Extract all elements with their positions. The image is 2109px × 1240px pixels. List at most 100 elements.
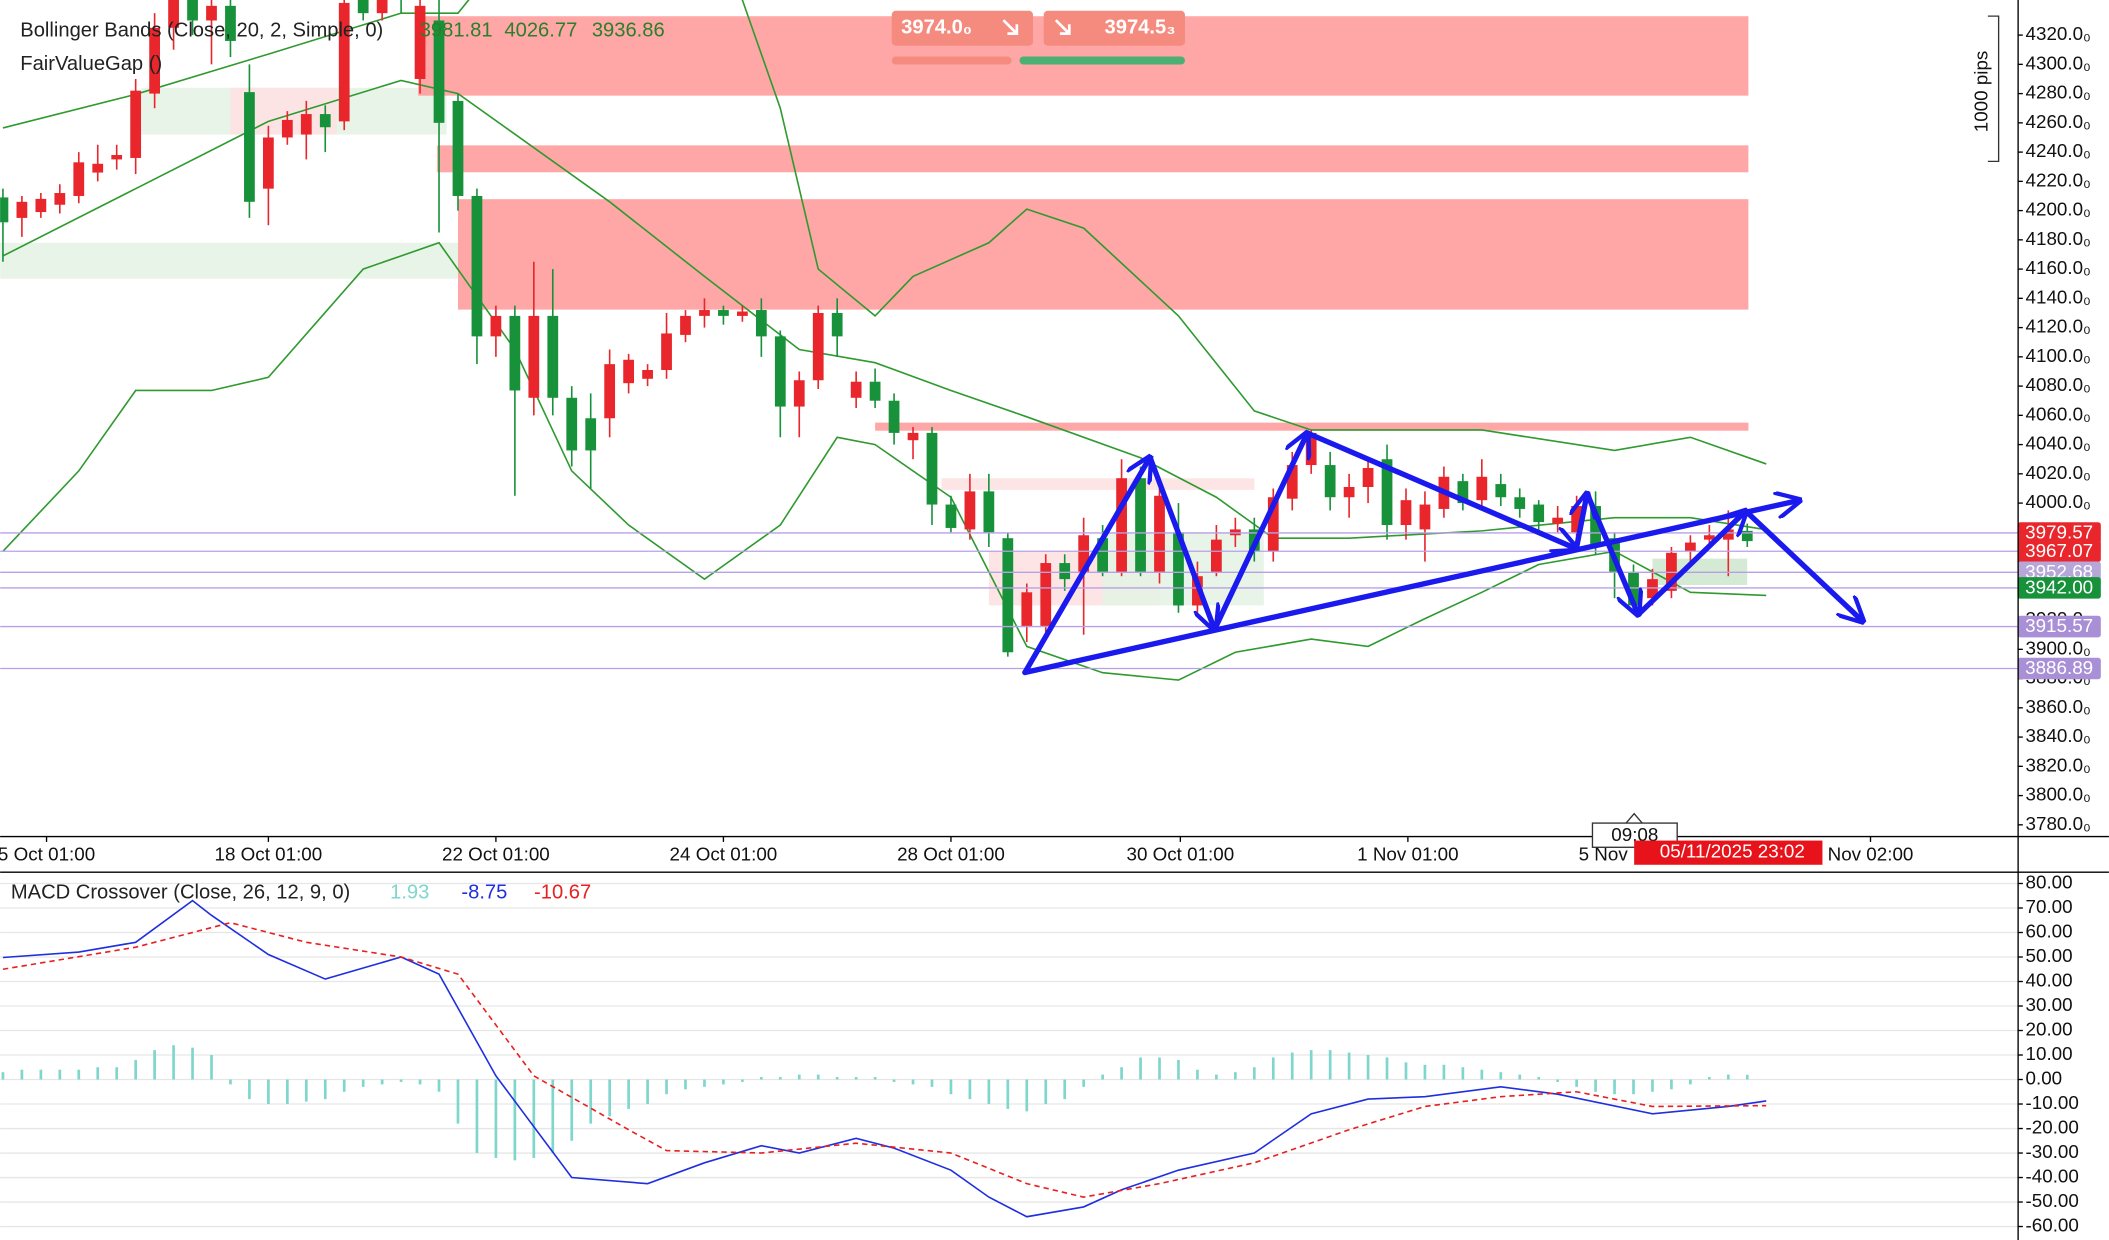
histogram-bar (1196, 1069, 1199, 1080)
histogram-bar (1518, 1074, 1522, 1080)
histogram-bar (854, 1077, 858, 1080)
trend-arrow[interactable] (1147, 454, 1215, 629)
trend-arrow[interactable] (1743, 508, 1863, 621)
bollinger-band (2, 0, 1767, 465)
candle-body (206, 5, 217, 21)
bollinger-band (2, 79, 1767, 539)
histogram-bar (115, 1067, 119, 1080)
histogram-bar (1594, 1079, 1597, 1092)
buy-price[interactable]: 3974.5₃ (1105, 17, 1176, 39)
candle-body (130, 90, 142, 158)
histogram-bar (134, 1059, 138, 1080)
candle-body (1362, 467, 1374, 488)
trend-arrow[interactable] (1635, 511, 1746, 618)
candle-body (1154, 495, 1165, 572)
histogram-bar (1708, 1077, 1711, 1080)
candle-body (433, 20, 445, 123)
x-tick-label: 5 Nov (1579, 843, 1629, 864)
candle-body (1514, 497, 1526, 509)
candle-body (1002, 538, 1014, 653)
histogram-bar (1063, 1079, 1067, 1100)
histogram-bar (285, 1079, 289, 1105)
y-tick-label: 4280.0₀ (2026, 82, 2091, 103)
macd-line (2, 899, 1767, 1218)
histogram-bar (1082, 1079, 1086, 1087)
histogram-bar (1139, 1057, 1142, 1080)
candle-body (509, 315, 521, 391)
histogram-bar (1613, 1079, 1616, 1095)
y-tick-label: 4120.0₀ (2026, 316, 2091, 337)
fair-value-gap (437, 145, 1749, 173)
histogram-bar (1385, 1057, 1389, 1080)
histogram-bar (172, 1045, 175, 1080)
histogram-bar (1499, 1072, 1503, 1080)
buy-button-bg[interactable] (1043, 10, 1185, 46)
histogram-bar (513, 1079, 517, 1161)
price-marker-box (2017, 657, 2101, 680)
y-tick-label: 3900.0₀ (2026, 637, 2091, 658)
x-tick-label: 22 Oct 01:00 (442, 843, 550, 864)
candle-body (244, 92, 255, 202)
trend-arrow[interactable] (1022, 457, 1150, 676)
trend-drawings[interactable] (1022, 430, 1863, 676)
y-tick-label: -50.00 (2026, 1190, 2079, 1211)
candle-body (187, 0, 198, 21)
candle-body (926, 432, 938, 505)
histogram-bar (722, 1079, 725, 1085)
histogram-bar (1044, 1079, 1048, 1105)
candle-body (35, 198, 47, 213)
sell-price[interactable]: 3974.0₀ (901, 17, 972, 39)
histogram-bar (930, 1079, 934, 1087)
histogram-bar (741, 1079, 744, 1082)
histogram-bar (475, 1079, 479, 1154)
trend-arrow[interactable] (1022, 500, 1800, 676)
histogram-bar (304, 1079, 308, 1102)
trend-arrow[interactable] (1584, 490, 1638, 615)
y-tick-label: 4160.0₀ (2026, 257, 2091, 278)
candle-body (1286, 465, 1298, 499)
candle-body (281, 119, 293, 138)
histogram-bar (1328, 1050, 1332, 1080)
histogram-bar (987, 1079, 991, 1105)
y-tick-label: -60.00 (2026, 1214, 2079, 1235)
sell-button[interactable]: 3974.0₀ (891, 10, 1033, 65)
buy-button[interactable]: 3974.5₃ (1019, 10, 1185, 65)
candle-body (452, 100, 464, 196)
y-tick-label: 0.00 (2026, 1067, 2063, 1088)
price-marker-label: 3952.68 (2025, 561, 2093, 582)
price-marker-box (2017, 577, 2101, 599)
histogram-bar (361, 1079, 365, 1087)
candle-body (964, 491, 976, 530)
histogram-bar (456, 1079, 460, 1124)
y-tick-label: 4260.0₀ (2026, 111, 2091, 132)
candle-body (1343, 487, 1355, 498)
y-tick-label: 4000.0₀ (2026, 491, 2091, 512)
trend-arrow[interactable] (1304, 430, 1576, 549)
crosshair-date: 05/11/2025 23:02 (1660, 841, 1805, 862)
candle-body (604, 364, 616, 419)
sell-icon[interactable] (1002, 19, 1019, 35)
trend-arrow[interactable] (1576, 494, 1587, 552)
histogram-bar (1689, 1079, 1692, 1085)
x-tick-label: Nov 02:00 (1828, 843, 1914, 864)
price-marker-label: 3942.00 (2025, 577, 2093, 598)
sell-button-bg[interactable] (891, 10, 1033, 46)
x-tick-label: 28 Oct 01:00 (897, 843, 1005, 864)
histogram-bar (380, 1079, 384, 1085)
y-tick-label: 4200.0₀ (2026, 199, 2091, 220)
y-tick-label: 4060.0₀ (2026, 403, 2091, 424)
y-tick-label: 3800.0₀ (2026, 784, 2091, 805)
candle-body (737, 311, 748, 316)
buy-icon[interactable] (1054, 19, 1071, 35)
candle-body (1021, 592, 1033, 626)
histogram-bar (1651, 1079, 1654, 1092)
histogram-bar (323, 1079, 327, 1100)
histogram-bar (1309, 1050, 1313, 1080)
trend-arrow[interactable] (1211, 433, 1308, 633)
candle-body (225, 5, 236, 41)
candle-body (1097, 538, 1109, 572)
price-marker-box (2017, 522, 2101, 544)
candle-body (1324, 465, 1336, 498)
